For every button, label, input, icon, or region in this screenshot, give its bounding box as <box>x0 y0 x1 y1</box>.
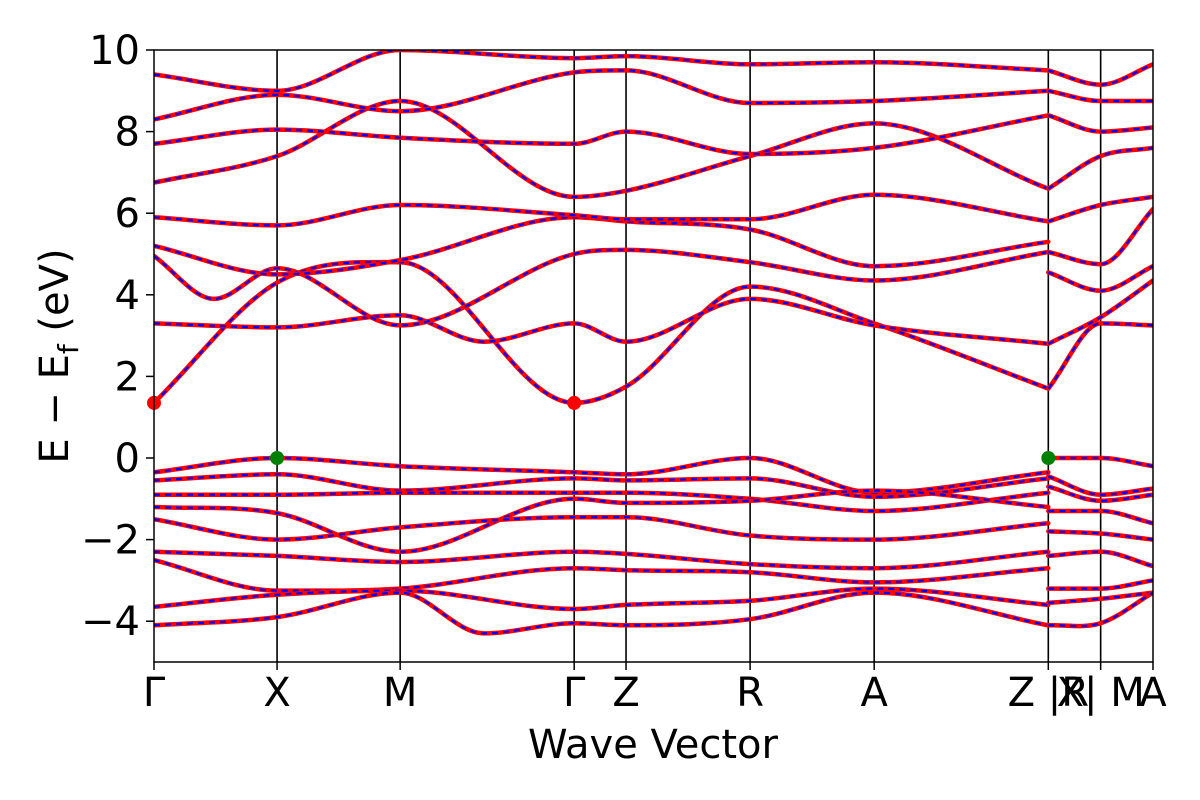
band-line-blue-16 <box>154 587 1049 611</box>
y-tick-label-5: 0 <box>115 436 140 482</box>
band-line-red-30 <box>1046 206 1153 267</box>
band-line-blue-23 <box>1048 550 1153 568</box>
band-lines <box>154 50 1153 636</box>
kpoint-vertical-lines <box>276 50 1102 662</box>
y-tick-label-6: −2 <box>81 518 140 564</box>
band-line-blue-19 <box>1047 475 1153 496</box>
y-tick-label-0: 10 <box>89 28 140 74</box>
band-line-blue-28 <box>1047 279 1153 345</box>
band-line-blue-4 <box>154 193 1049 227</box>
band-line-blue-10 <box>154 473 1049 498</box>
band-line-blue-33 <box>1047 114 1153 133</box>
band-line-blue-24 <box>1048 579 1153 590</box>
band-line-blue-15 <box>154 558 1049 592</box>
band-line-blue-18 <box>1048 456 1153 468</box>
y-tick-label-3: 4 <box>115 273 140 319</box>
y-tick-label-1: 8 <box>115 110 140 156</box>
plot-frame <box>153 49 1154 663</box>
band-line-red-1 <box>154 296 1051 347</box>
x-tick-label-2: M <box>383 670 418 716</box>
vbm-marker-3 <box>1041 451 1056 465</box>
band-line-blue-32 <box>1047 146 1153 190</box>
band-line-blue-27 <box>1047 322 1153 390</box>
band-line-blue-35 <box>1048 63 1153 86</box>
y-tick-label-4: 2 <box>115 354 140 400</box>
x-tick-label-6: A <box>860 670 888 716</box>
x-tick-label-8: X| M <box>1057 670 1145 716</box>
band-line-blue-2 <box>154 248 1049 327</box>
y-axis-label-main: E − E <box>32 354 78 464</box>
band-line-blue-8 <box>154 50 1049 92</box>
band-line-blue-29 <box>1047 265 1153 292</box>
y-tick-label-7: −4 <box>81 599 140 645</box>
x-tick-label-5: R <box>736 670 764 716</box>
band-line-blue-26 <box>1048 591 1153 628</box>
x-tick-label-3: Γ <box>563 670 586 716</box>
y-tick-label-2: 6 <box>115 191 140 237</box>
band-line-blue-0 <box>154 260 1049 405</box>
y-axis-label-subscript: f <box>52 343 85 354</box>
vbm-marker-2 <box>270 451 285 465</box>
band-line-blue-17 <box>154 591 1049 635</box>
band-line-blue-20 <box>1048 485 1153 502</box>
band-line-red-13 <box>154 514 1051 542</box>
band-line-blue-31 <box>1047 195 1153 223</box>
band-line-blue-11 <box>154 491 1049 513</box>
band-line-blue-21 <box>1048 509 1153 525</box>
band-line-blue-12 <box>154 489 1049 553</box>
x-tick-label-4: Z <box>612 670 639 716</box>
y-axis-label-unit: (eV) <box>32 248 78 344</box>
x-tick-label-1: X <box>263 670 290 716</box>
x-tick-label-0: Γ <box>143 670 166 716</box>
band-line-blue-22 <box>1048 530 1153 541</box>
band-line-blue-14 <box>154 550 1049 570</box>
band-line-blue-5 <box>154 99 1049 199</box>
x-tick-label-9: A <box>1139 670 1167 716</box>
x-tick-label-7: Z |R <box>1008 670 1089 716</box>
x-axis-label: Wave Vector <box>528 722 779 768</box>
cbm-marker-1 <box>567 395 582 410</box>
extremum-markers <box>147 395 1056 465</box>
y-axis-ticks: 10 8 6 4 2 0 −2 −4 <box>81 28 154 645</box>
band-line-blue-25 <box>1048 591 1153 604</box>
y-axis-label: E − Ef (eV) <box>32 248 85 463</box>
band-line-blue-6 <box>154 114 1049 156</box>
band-line-blue-34 <box>1048 89 1153 103</box>
band-line-blue-7 <box>154 69 1049 121</box>
